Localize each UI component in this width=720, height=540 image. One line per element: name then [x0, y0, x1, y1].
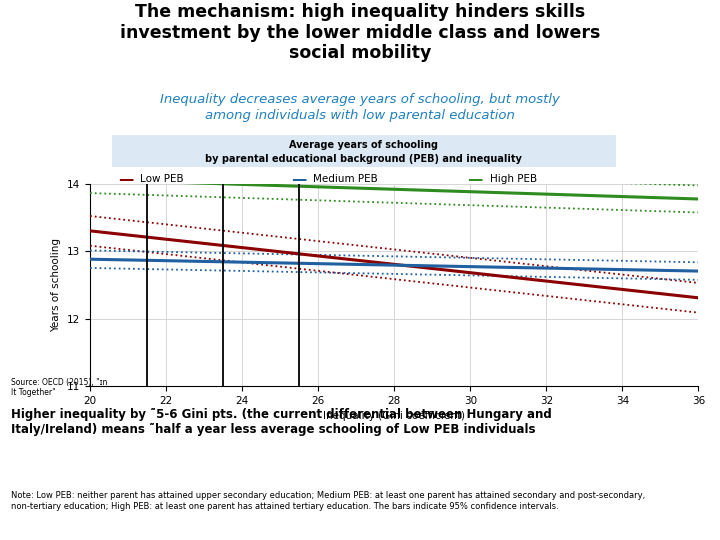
- Text: Note: Low PEB: neither parent has attained upper secondary education; Medium PEB: Note: Low PEB: neither parent has attain…: [11, 491, 645, 511]
- Text: Low PEB: Low PEB: [140, 174, 184, 184]
- Text: Medium PEB: Medium PEB: [313, 174, 378, 184]
- Y-axis label: Years of schooling: Years of schooling: [51, 238, 61, 332]
- Text: Inequality decreases average years of schooling, but mostly
among individuals wi: Inequality decreases average years of sc…: [160, 93, 560, 122]
- Text: High PEB: High PEB: [490, 174, 536, 184]
- Text: —: —: [291, 172, 307, 187]
- Text: —: —: [118, 172, 134, 187]
- Text: Average years of schooling: Average years of schooling: [289, 140, 438, 150]
- Text: Higher inequality by ˜5-6 Gini pts. (the current differential between Hungary an: Higher inequality by ˜5-6 Gini pts. (the…: [11, 408, 552, 436]
- Text: by parental educational background (PEB) and inequality: by parental educational background (PEB)…: [205, 154, 522, 164]
- Text: —: —: [467, 172, 483, 187]
- Text: Source: OECD (2015), "ɪn
It Together": Source: OECD (2015), "ɪn It Together": [11, 378, 107, 397]
- X-axis label: Inequality (Gini coefficient): Inequality (Gini coefficient): [323, 411, 465, 421]
- Text: The mechanism: high inequality hinders skills
investment by the lower middle cla: The mechanism: high inequality hinders s…: [120, 3, 600, 62]
